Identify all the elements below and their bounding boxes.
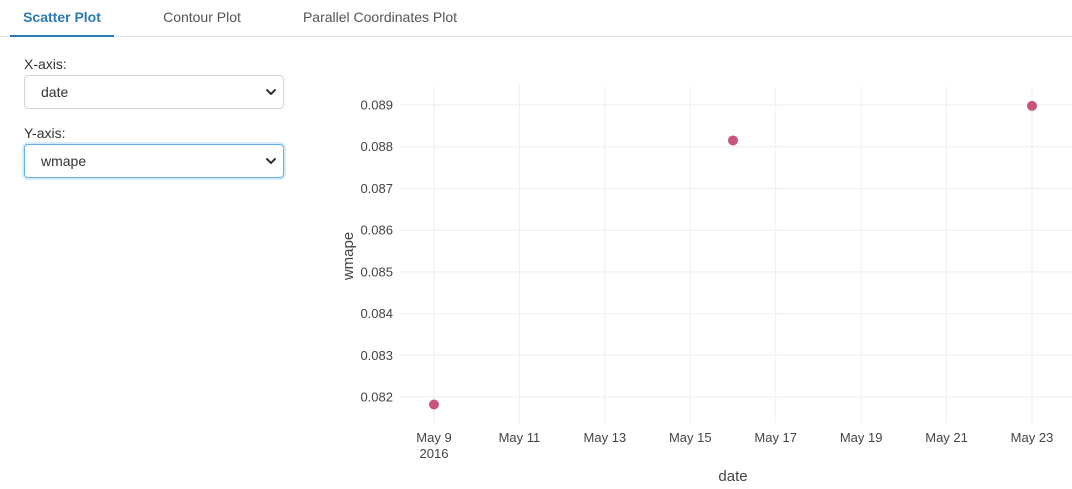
y-tick-label: 0.086 bbox=[360, 223, 393, 238]
y-tick-label: 0.085 bbox=[360, 264, 393, 279]
y-axis-selected-value: wmape bbox=[41, 153, 87, 169]
scatter-point bbox=[429, 399, 439, 410]
x-tick-label: May 21 bbox=[925, 430, 968, 445]
scatter-point bbox=[728, 135, 738, 146]
x-axis-title: date bbox=[718, 468, 747, 485]
y-tick-label: 0.089 bbox=[360, 98, 393, 113]
chevron-down-icon bbox=[266, 158, 276, 164]
y-tick-label: 0.087 bbox=[360, 181, 393, 196]
y-axis-title: wmape bbox=[340, 232, 357, 281]
x-axis-select[interactable]: date bbox=[24, 75, 284, 109]
y-tick-label: 0.088 bbox=[360, 139, 393, 154]
y-tick-label: 0.084 bbox=[360, 306, 393, 321]
x-tick-label: May 23 bbox=[1011, 430, 1054, 445]
x-tick-label: May 19 bbox=[840, 430, 883, 445]
y-axis-label: Y-axis: bbox=[24, 125, 66, 141]
tab-contour-plot[interactable]: Contour Plot bbox=[163, 9, 241, 25]
y-tick-label: 0.083 bbox=[360, 348, 393, 363]
x-tick-label: May 11 bbox=[499, 430, 541, 445]
x-tick-label: May 9 bbox=[416, 430, 451, 445]
x-tick-label: May 17 bbox=[754, 430, 797, 445]
x-tick-label: May 13 bbox=[584, 430, 627, 445]
x-year-label: 2016 bbox=[420, 446, 449, 461]
chevron-down-icon bbox=[266, 89, 276, 95]
tab-scatter-plot[interactable]: Scatter Plot bbox=[10, 0, 114, 37]
tab-bar: Scatter Plot Contour Plot Parallel Coord… bbox=[0, 0, 1072, 37]
y-axis-select[interactable]: wmape bbox=[24, 144, 284, 178]
x-axis-selected-value: date bbox=[41, 84, 69, 100]
y-tick-label: 0.082 bbox=[360, 390, 393, 405]
x-tick-label: May 15 bbox=[669, 430, 712, 445]
x-axis-label: X-axis: bbox=[24, 56, 67, 72]
tab-parallel-coordinates-plot[interactable]: Parallel Coordinates Plot bbox=[302, 9, 458, 25]
scatter-point bbox=[1027, 100, 1037, 111]
